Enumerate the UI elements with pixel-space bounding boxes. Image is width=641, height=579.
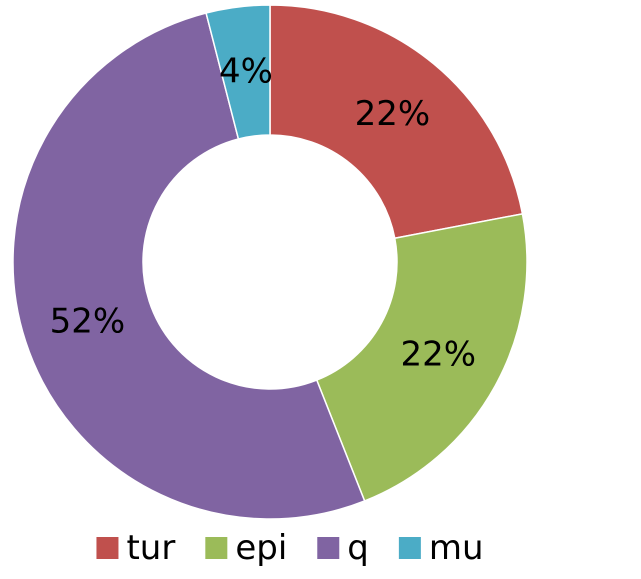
legend-label-epi: epi <box>235 528 287 568</box>
legend-item-mu: mu <box>398 528 484 568</box>
legend-swatch-epi <box>205 537 228 559</box>
legend-item-q: q <box>317 528 369 568</box>
data-label-tur: 22% <box>355 94 431 134</box>
slices-group <box>12 4 528 520</box>
data-label-q: 52% <box>50 301 126 341</box>
data-label-mu: 4% <box>219 52 273 92</box>
legend: tur epi q mu <box>96 528 484 568</box>
slice-mu <box>205 4 271 140</box>
legend-item-epi: epi <box>205 528 287 568</box>
slice-tur <box>269 4 524 240</box>
slice-q <box>12 12 366 520</box>
legend-swatch-q <box>317 537 340 559</box>
legend-label-mu: mu <box>429 528 484 568</box>
legend-swatch-tur <box>96 537 119 559</box>
data-labels-group: 22% 22% 52% 4% <box>50 52 476 375</box>
legend-swatch-mu <box>398 537 421 559</box>
legend-label-q: q <box>347 528 369 568</box>
data-label-epi: 22% <box>400 334 476 374</box>
slice-epi <box>315 212 528 502</box>
legend-label-tur: tur <box>126 528 175 568</box>
legend-item-tur: tur <box>96 528 175 568</box>
